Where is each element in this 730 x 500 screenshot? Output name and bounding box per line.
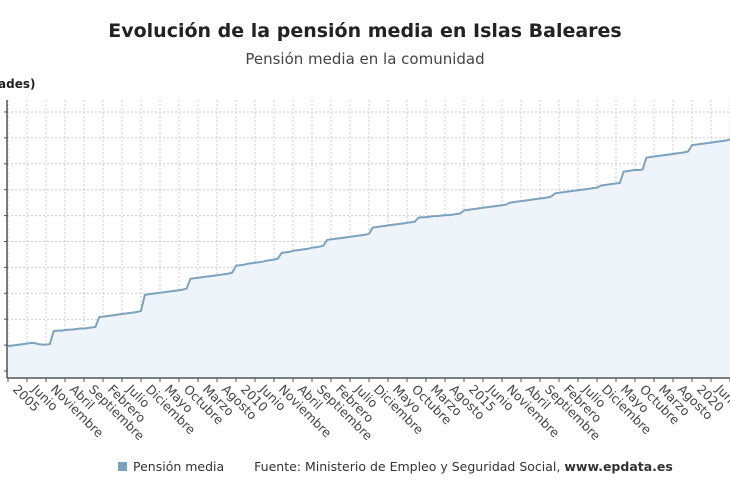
legend-swatch [118,462,127,471]
source-text: Fuente: Ministerio de Empleo y Seguridad… [254,459,673,474]
source-link[interactable]: www.epdata.es [564,459,673,474]
legend: Pensión media Fuente: Ministerio de Empl… [118,459,673,474]
series-area [8,139,730,378]
legend-label: Pensión media [133,459,225,474]
chart-plot: 2005JunioNoviembreAbrilSeptiembreFebrero… [4,100,730,443]
source-prefix: Fuente: Ministerio de Empleo y Seguridad… [254,459,565,474]
chart-title: Evolución de la pensión media en Islas B… [108,20,622,42]
y-axis-label: ades) [0,77,36,91]
chart-subtitle: Pensión media en la comunidad [245,50,485,68]
